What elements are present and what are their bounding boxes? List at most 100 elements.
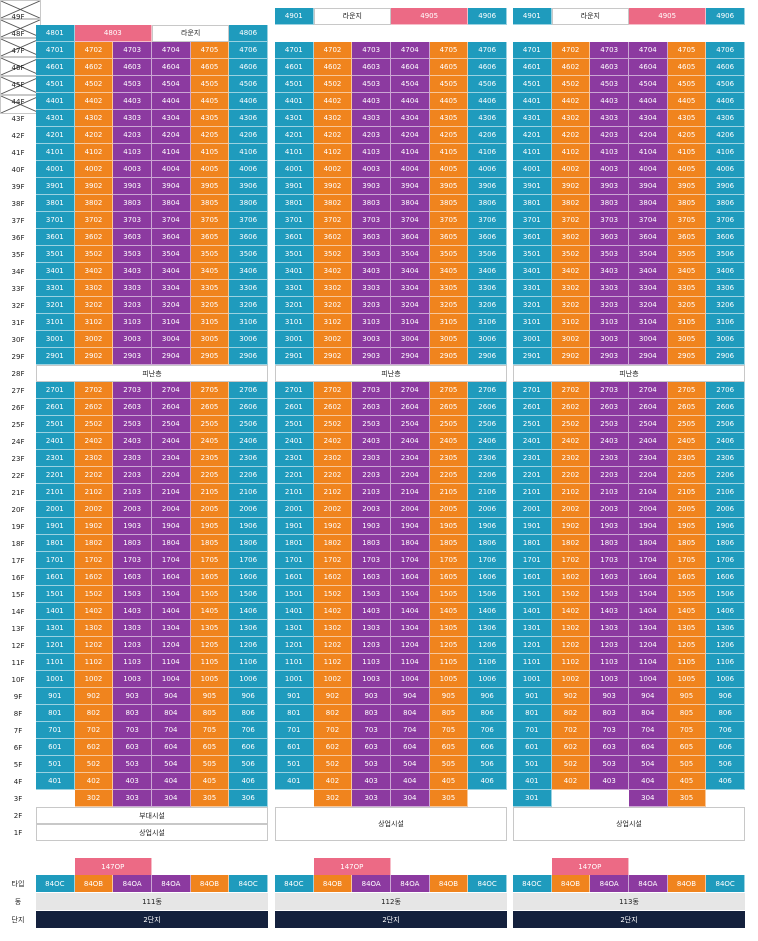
unit-cell[interactable]: 2105 <box>667 484 707 501</box>
unit-cell[interactable]: 403 <box>113 773 152 790</box>
unit-cell[interactable]: 3004 <box>629 331 668 348</box>
unit-cell[interactable]: 1804 <box>391 535 430 552</box>
unit-cell[interactable]: 4206 <box>468 127 507 144</box>
unit-cell[interactable]: 3404 <box>629 263 668 280</box>
unit-cell[interactable]: 3301 <box>275 280 314 297</box>
unit-cell[interactable]: 3005 <box>667 331 707 348</box>
unit-cell[interactable]: 1205 <box>190 637 230 654</box>
unit-cell[interactable]: 706 <box>229 722 268 739</box>
unit-cell[interactable]: 4004 <box>391 161 430 178</box>
unit-cell[interactable]: 2403 <box>590 433 629 450</box>
unit-cell[interactable]: 3006 <box>706 331 745 348</box>
unit-cell[interactable]: 4706 <box>706 42 745 59</box>
unit-cell[interactable]: 1001 <box>275 671 314 688</box>
unit-cell[interactable]: 1505 <box>190 586 230 603</box>
unit-cell[interactable]: 3402 <box>551 263 591 280</box>
unit-cell[interactable]: 3603 <box>590 229 629 246</box>
unit-cell[interactable]: 1005 <box>190 671 230 688</box>
unit-cell[interactable]: 4406 <box>706 93 745 110</box>
unit-cell[interactable]: 601 <box>513 739 552 756</box>
unit-cell[interactable]: 4004 <box>629 161 668 178</box>
unit-cell[interactable]: 3005 <box>429 331 469 348</box>
unit-cell[interactable]: 1204 <box>391 637 430 654</box>
unit-cell[interactable]: 1303 <box>590 620 629 637</box>
unit-cell[interactable]: 1206 <box>229 637 268 654</box>
unit-cell[interactable]: 2903 <box>590 348 629 365</box>
unit-cell[interactable]: 2901 <box>36 348 75 365</box>
unit-cell[interactable]: 1001 <box>36 671 75 688</box>
unit-cell[interactable]: 4901 <box>275 8 314 25</box>
unit-cell[interactable]: 903 <box>590 688 629 705</box>
unit-cell[interactable]: 3901 <box>275 178 314 195</box>
unit-cell[interactable]: 3503 <box>352 246 391 263</box>
unit-cell[interactable]: 3804 <box>152 195 191 212</box>
unit-cell[interactable]: 4502 <box>74 76 114 93</box>
unit-cell[interactable]: 1006 <box>229 671 268 688</box>
unit-cell[interactable]: 2606 <box>468 399 507 416</box>
unit-cell[interactable]: 2703 <box>590 382 629 399</box>
unit-cell[interactable]: 2104 <box>391 484 430 501</box>
unit-cell[interactable]: 4204 <box>629 127 668 144</box>
unit-cell[interactable]: 1406 <box>229 603 268 620</box>
unit-cell[interactable]: 4401 <box>36 93 75 110</box>
unit-cell[interactable]: 1206 <box>706 637 745 654</box>
unit-cell[interactable]: 404 <box>391 773 430 790</box>
unit-cell[interactable]: 3003 <box>352 331 391 348</box>
unit-cell[interactable]: 2002 <box>551 501 591 518</box>
unit-cell[interactable]: 2406 <box>229 433 268 450</box>
unit-cell[interactable]: 3105 <box>429 314 469 331</box>
unit-cell[interactable]: 2602 <box>313 399 353 416</box>
unit-cell[interactable]: 1706 <box>468 552 507 569</box>
unit-cell[interactable]: 4203 <box>352 127 391 144</box>
unit-cell[interactable]: 2602 <box>551 399 591 416</box>
unit-cell[interactable]: 1704 <box>152 552 191 569</box>
unit-cell[interactable]: 702 <box>551 722 591 739</box>
unit-cell[interactable]: 603 <box>590 739 629 756</box>
unit-cell[interactable]: 3803 <box>590 195 629 212</box>
unit-cell[interactable]: 3501 <box>36 246 75 263</box>
unit-cell[interactable]: 705 <box>667 722 707 739</box>
unit-cell[interactable]: 906 <box>229 688 268 705</box>
unit-cell[interactable]: 3504 <box>629 246 668 263</box>
unit-cell[interactable]: 2306 <box>706 450 745 467</box>
unit-cell[interactable]: 402 <box>74 773 114 790</box>
unit-cell[interactable]: 701 <box>275 722 314 739</box>
unit-cell[interactable]: 504 <box>152 756 191 773</box>
unit-cell[interactable]: 4304 <box>391 110 430 127</box>
unit-cell[interactable]: 1404 <box>391 603 430 620</box>
unit-cell[interactable]: 3605 <box>429 229 469 246</box>
unit-cell[interactable]: 2406 <box>706 433 745 450</box>
unit-cell[interactable]: 1003 <box>352 671 391 688</box>
unit-cell[interactable]: 3106 <box>706 314 745 331</box>
unit-cell[interactable]: 2304 <box>391 450 430 467</box>
unit-cell[interactable]: 3701 <box>275 212 314 229</box>
unit-cell[interactable]: 3104 <box>391 314 430 331</box>
unit-cell[interactable]: 3405 <box>190 263 230 280</box>
unit-cell[interactable]: 1701 <box>513 552 552 569</box>
unit-cell[interactable]: 4606 <box>229 59 268 76</box>
unit-cell[interactable]: 2403 <box>113 433 152 450</box>
unit-cell[interactable]: 3806 <box>229 195 268 212</box>
unit-cell[interactable]: 1103 <box>590 654 629 671</box>
unit-cell[interactable]: 1903 <box>113 518 152 535</box>
unit-cell[interactable]: 3204 <box>152 297 191 314</box>
unit-cell[interactable]: 3202 <box>313 297 353 314</box>
unit-cell[interactable]: 2906 <box>468 348 507 365</box>
unit-cell[interactable]: 1603 <box>113 569 152 586</box>
unit-cell[interactable]: 3702 <box>74 212 114 229</box>
unit-cell[interactable]: 504 <box>391 756 430 773</box>
unit-cell[interactable]: 3705 <box>190 212 230 229</box>
unit-cell[interactable]: 2006 <box>468 501 507 518</box>
unit-cell[interactable]: 605 <box>429 739 469 756</box>
unit-cell[interactable]: 2904 <box>629 348 668 365</box>
unit-cell[interactable]: 4306 <box>706 110 745 127</box>
unit-cell[interactable]: 1705 <box>190 552 230 569</box>
unit-cell[interactable]: 2705 <box>667 382 707 399</box>
unit-cell[interactable]: 4602 <box>74 59 114 76</box>
unit-cell[interactable]: 1503 <box>113 586 152 603</box>
unit-cell[interactable]: 1001 <box>513 671 552 688</box>
unit-cell[interactable]: 803 <box>352 705 391 722</box>
unit-cell[interactable]: 606 <box>229 739 268 756</box>
unit-cell[interactable]: 2005 <box>429 501 469 518</box>
unit-cell[interactable]: 2404 <box>391 433 430 450</box>
